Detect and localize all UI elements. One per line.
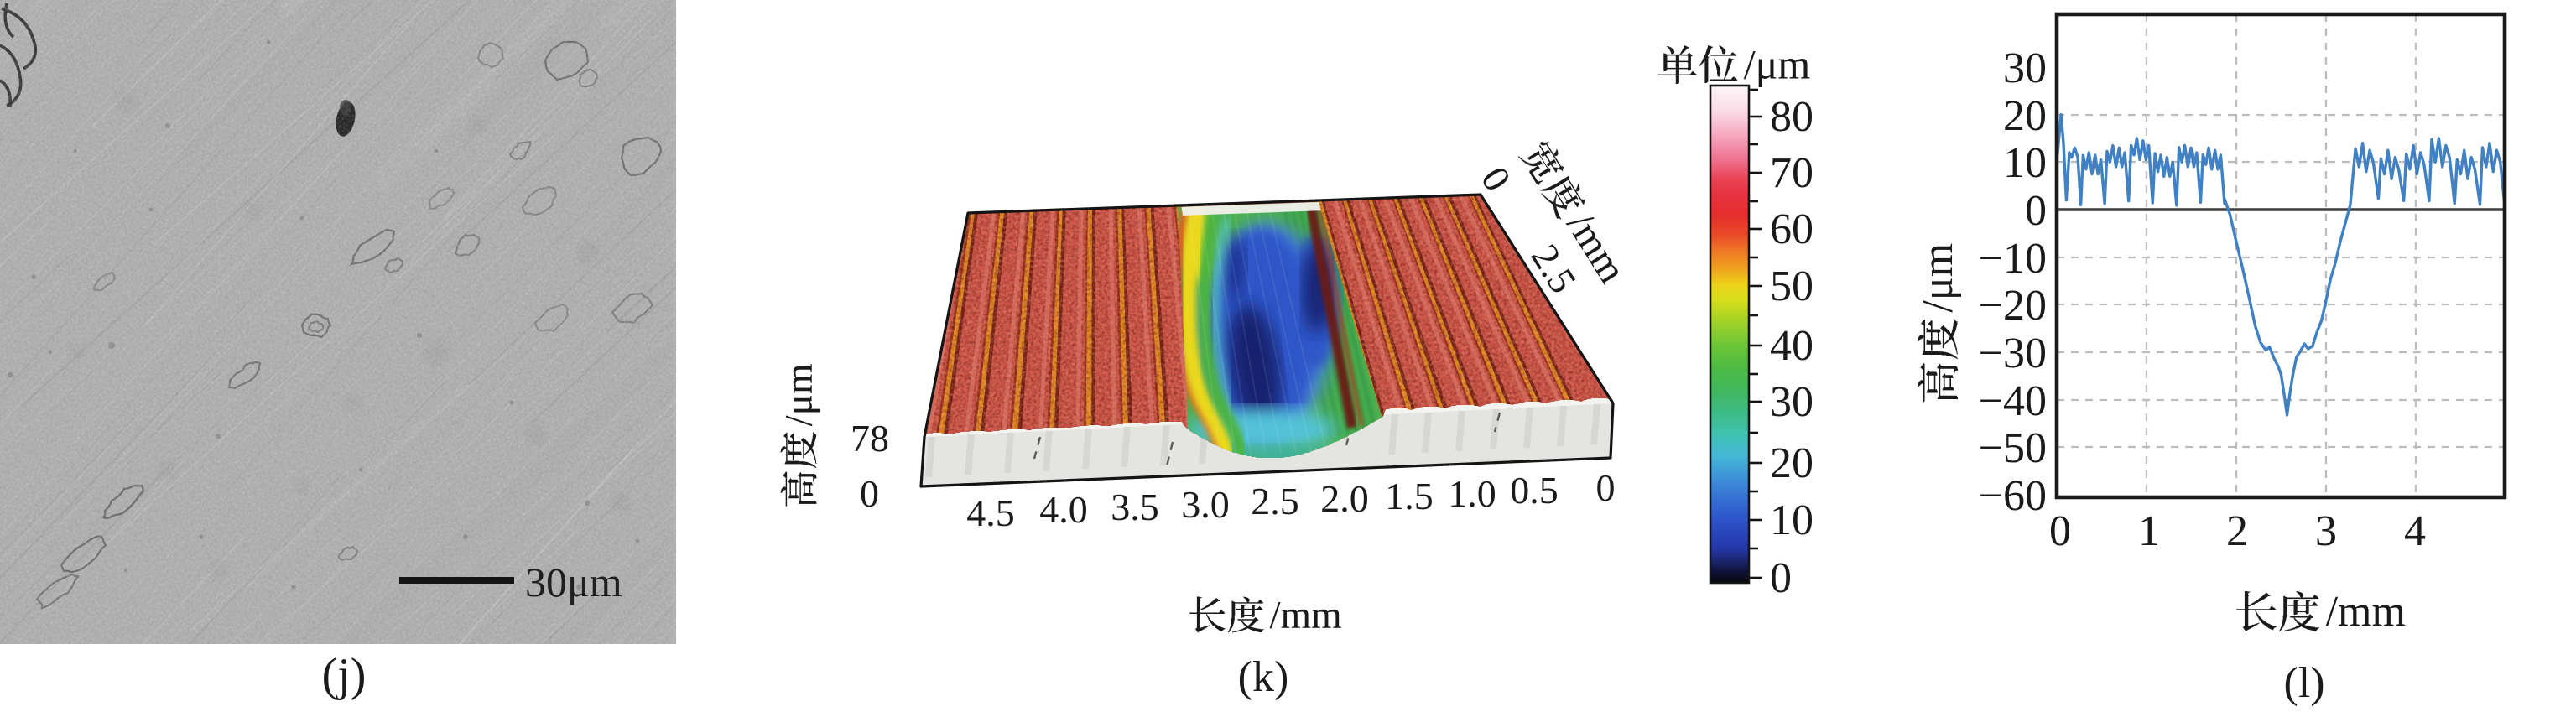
svg-text:3.0: 3.0 [1181,483,1230,526]
svg-text:2: 2 [2226,507,2248,555]
svg-text:3: 3 [2315,507,2337,555]
svg-text:1.5: 1.5 [1385,475,1434,517]
svg-text:−40: −40 [1979,377,2047,425]
svg-text:78: 78 [851,417,889,460]
svg-text:0.5: 0.5 [1510,469,1559,512]
svg-text:20: 20 [2003,92,2047,140]
svg-text:−10: −10 [1979,235,2047,283]
svg-text:70: 70 [1770,149,1814,197]
svg-text:0: 0 [860,472,879,515]
svg-text:−30: −30 [1979,330,2047,377]
svg-text:4.0: 4.0 [1039,488,1088,531]
svg-text:(j): (j) [322,649,367,701]
svg-text:3.5: 3.5 [1111,486,1159,528]
svg-text:30: 30 [1770,378,1814,426]
svg-text:1.0: 1.0 [1448,472,1496,515]
svg-text:−60: −60 [1979,472,2047,520]
svg-text:/mm: /mm [1270,593,1342,636]
svg-text:0: 0 [1596,466,1616,509]
svg-text:0: 0 [1473,159,1519,199]
svg-text:30μm: 30μm [525,559,622,605]
svg-text:0: 0 [2049,507,2071,555]
svg-text:1: 1 [2138,507,2160,555]
svg-text:40: 40 [1770,322,1814,370]
svg-text:/μm: /μm [777,363,820,426]
svg-text:4.5: 4.5 [966,491,1015,534]
svg-text:10: 10 [2003,139,2047,187]
svg-text:20: 20 [1770,439,1814,487]
svg-text:−50: −50 [1979,424,2047,472]
svg-text:60: 60 [1770,205,1814,253]
svg-text:50: 50 [1770,262,1814,310]
svg-text:10: 10 [1770,496,1814,544]
svg-text:/μm: /μm [1744,40,1811,87]
svg-text:−20: −20 [1979,282,2047,330]
svg-text:80: 80 [1770,93,1814,141]
svg-text:30: 30 [2003,44,2047,92]
svg-text:2.5: 2.5 [1251,480,1299,522]
svg-text:/mm: /mm [2326,588,2406,636]
svg-text:(l): (l) [2283,659,2324,707]
svg-text:0: 0 [2025,187,2047,235]
svg-text:0: 0 [1770,554,1792,602]
svg-text:/μm: /μm [1914,243,1962,313]
svg-text:4: 4 [2404,507,2426,555]
svg-text:2.0: 2.0 [1320,477,1369,520]
svg-text:(k): (k) [1238,653,1289,701]
